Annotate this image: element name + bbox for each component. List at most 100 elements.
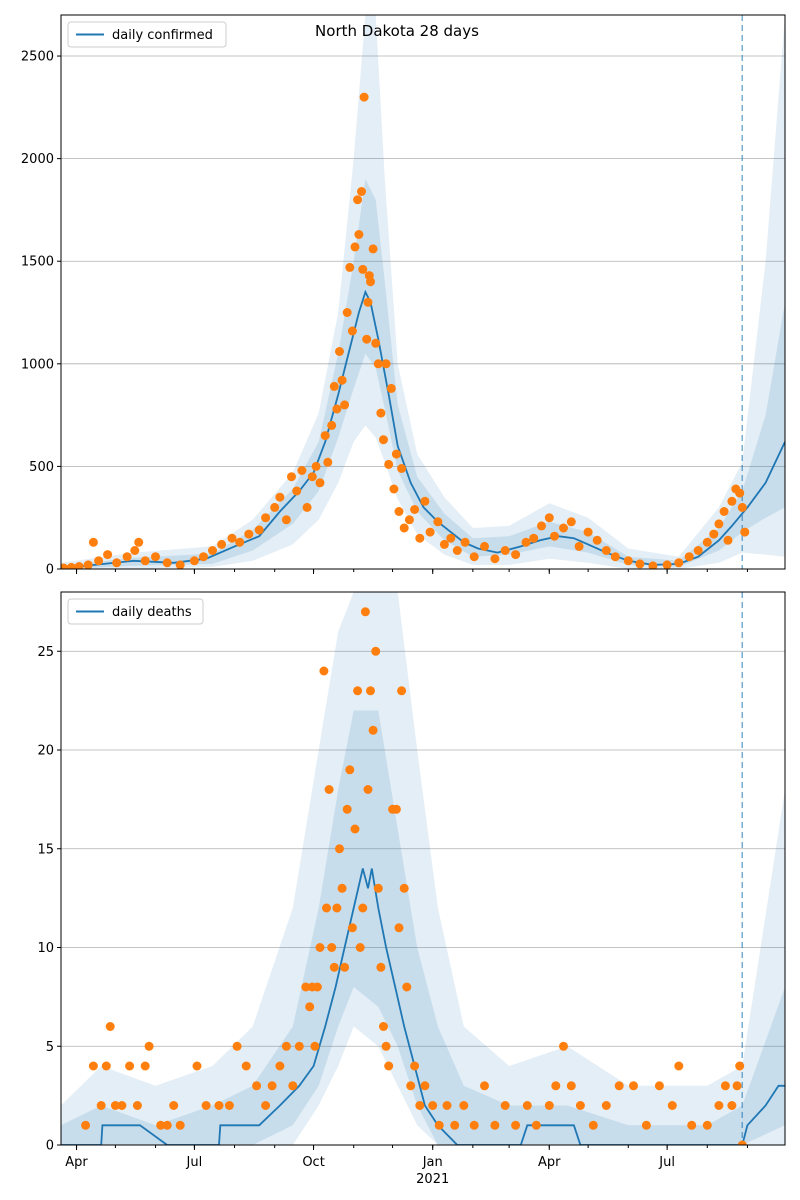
data-point [156,1120,166,1130]
data-point [439,539,449,549]
data-point [384,1061,394,1071]
y-tick-label: 500 [29,460,54,475]
data-point [446,533,456,543]
data-point [292,486,302,496]
data-point [428,1101,438,1110]
data-point [307,472,317,482]
data-point [373,359,383,369]
data-point [384,459,394,469]
data-point [337,883,347,893]
data-point [332,903,342,913]
data-point [732,1081,742,1091]
data-point [312,982,322,992]
data-point [366,277,375,287]
data-point [714,1101,724,1110]
data-point [140,556,150,566]
data-point [459,1101,469,1110]
data-point [415,533,425,543]
data-point [566,517,576,527]
data-point [335,844,344,854]
data-point [641,1120,651,1130]
data-point [420,496,430,506]
data-point [386,383,396,393]
data-point [537,521,546,531]
data-point [340,400,350,410]
data-point [727,496,737,506]
data-point [151,552,160,562]
x-tick-label: Oct [302,1155,324,1170]
uncertainty-band-outer [61,592,785,1145]
data-point [702,1120,712,1130]
y-tick-label: 1500 [21,255,54,270]
data-point [323,457,333,467]
data-point [583,527,593,537]
data-point [480,1081,489,1091]
data-point [261,1101,271,1110]
y-tick-label: 25 [37,645,54,660]
data-point [235,537,245,547]
data-point [217,539,227,549]
legend-box [67,598,204,625]
data-point [410,505,420,514]
data-point [103,550,113,560]
data-point [83,560,93,569]
data-point [720,1081,730,1091]
data-point [354,230,364,239]
data-point [358,264,368,274]
axes-frame [60,591,786,1146]
data-point [693,546,703,555]
data-point [337,375,347,385]
data-point [329,381,339,391]
data-point [397,464,407,473]
data-point [702,537,712,547]
data-point [714,519,724,529]
data-point [74,562,84,569]
data-point [635,559,645,569]
data-point [350,824,360,834]
y-tick-label: 2000 [21,152,54,167]
data-point [629,1081,638,1091]
axes-frame [60,14,786,570]
data-point [347,326,357,336]
data-point [397,686,407,696]
data-point [322,903,331,913]
data-point [88,537,98,547]
data-point [376,408,386,418]
data-point [345,765,355,775]
data-point [81,1120,91,1130]
data-point [342,804,352,814]
uncertainty-band-inner [61,179,785,569]
data-point [566,1081,576,1091]
data-point [294,1041,304,1051]
data-point [324,785,334,794]
data-point [719,507,729,516]
data-point [175,560,185,569]
data-point [94,556,104,566]
data-point [132,1101,142,1110]
data-point [544,513,554,523]
data-point [574,541,584,551]
data-point [232,1041,242,1051]
data-point [490,1120,500,1130]
legend-box [67,21,227,48]
data-point [402,982,412,992]
data-point [329,962,339,972]
data-point [592,535,602,545]
data-point [433,517,443,527]
data-point [410,1061,420,1071]
data-point [434,1120,444,1130]
data-point [270,502,280,512]
data-point [601,546,611,555]
data-point [381,1041,391,1051]
data-point [575,1101,585,1110]
data-point [358,903,368,913]
data-point [359,92,369,102]
data-point [201,1101,211,1110]
data-point [362,334,372,344]
data-point [275,1061,285,1071]
data-point [227,533,237,543]
data-point [305,1002,315,1012]
data-point [66,562,76,569]
x-tick-label: Jul [658,1155,675,1170]
